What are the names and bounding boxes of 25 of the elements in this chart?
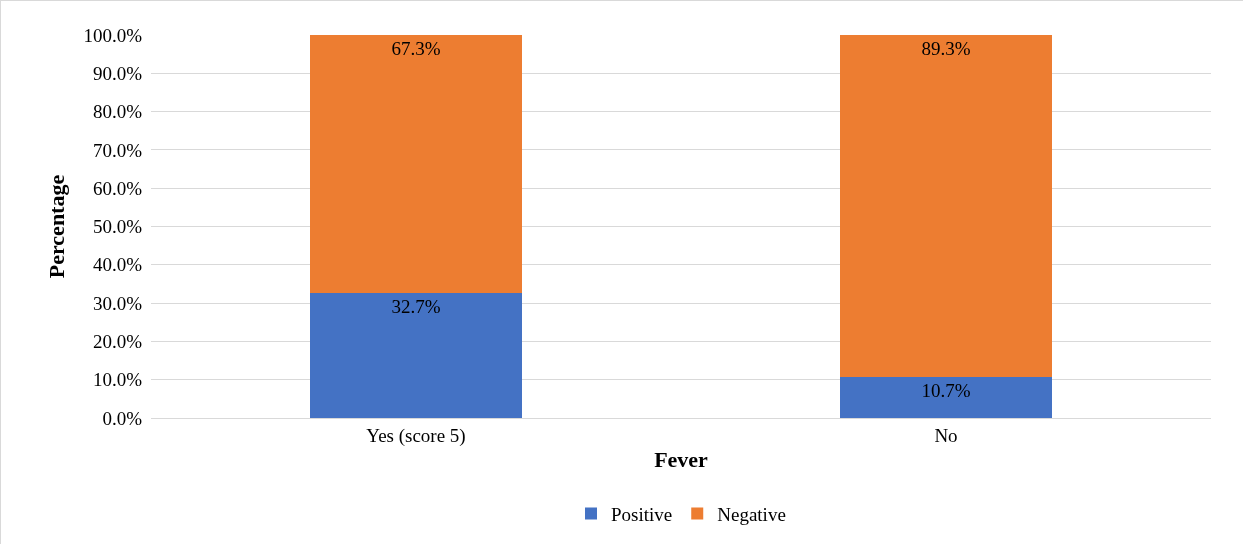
y-tick-label: 100.0%	[83, 24, 143, 46]
data-label: 89.3%	[921, 38, 971, 59]
data-label: 67.3%	[391, 38, 441, 59]
y-tick-label: 80.0%	[92, 101, 143, 123]
bar	[840, 377, 1052, 418]
x-tick-label: No	[934, 424, 958, 446]
bar	[840, 35, 1052, 378]
y-tick-label: 10.0%	[92, 369, 143, 391]
data-label: 10.7%	[921, 380, 971, 402]
y-tick-label: 90.0%	[92, 62, 143, 84]
x-axis-title: Fever	[654, 446, 709, 472]
legend-label: Positive	[611, 503, 673, 525]
legend-label: Negative	[717, 503, 786, 525]
y-axis-title: Percentage	[44, 174, 70, 279]
y-tick-label: 70.0%	[92, 139, 143, 161]
data-label: 32.7%	[391, 295, 441, 317]
bar	[310, 35, 522, 293]
y-tick-label: 50.0%	[92, 216, 143, 238]
y-tick-label: 20.0%	[92, 331, 143, 353]
y-tick-label: 60.0%	[92, 177, 143, 199]
x-tick-label: Yes (score 5)	[366, 424, 466, 447]
y-tick-label: 30.0%	[92, 292, 143, 314]
bar	[310, 292, 522, 418]
y-tick-label: 40.0%	[92, 254, 143, 276]
y-tick-label: 0.0%	[102, 407, 143, 429]
